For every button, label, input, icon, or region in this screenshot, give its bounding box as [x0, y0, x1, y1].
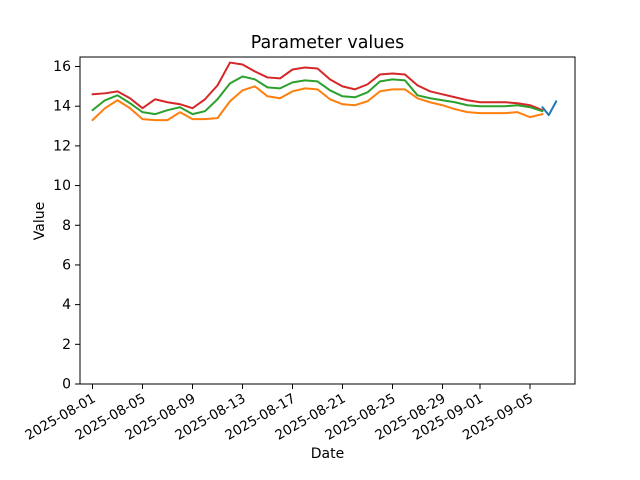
y-axis-label: Value: [32, 201, 48, 241]
y-tick-label: 12: [53, 138, 71, 154]
y-tick-label: 10: [53, 178, 71, 194]
y-tick-label: 14: [53, 99, 71, 115]
y-tick-label: 2: [62, 337, 71, 353]
axes-spines: [79, 56, 576, 385]
y-tick-label: 6: [62, 257, 71, 273]
chart-title: Parameter values: [250, 33, 405, 53]
y-tick-label: 16: [53, 59, 71, 75]
y-tick-label: 8: [62, 218, 71, 234]
series-green-line: [91, 75, 544, 116]
series-blue-line: [541, 100, 558, 117]
series-orange-line: [91, 85, 544, 122]
x-axis-label: Date: [310, 446, 345, 462]
y-tick-label: 0: [62, 377, 71, 393]
series-red-line: [91, 61, 544, 112]
y-tick-label: 4: [62, 297, 71, 313]
